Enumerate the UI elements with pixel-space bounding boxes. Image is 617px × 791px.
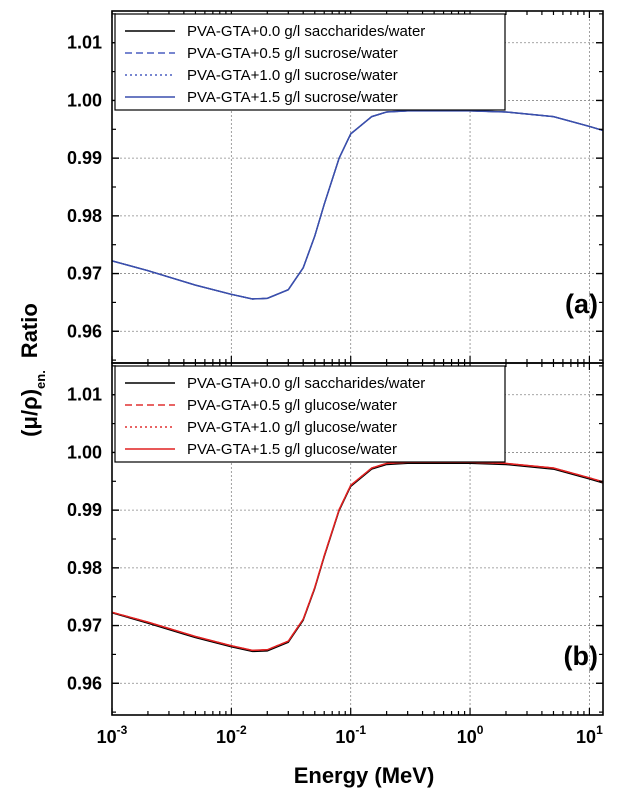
- y-tick-label: 1.01: [67, 385, 102, 405]
- legend-box: [114, 13, 506, 111]
- series-line-4: [111, 461, 604, 652]
- legend: PVA-GTA+0.0 g/l saccharides/water PVA-GTA…: [114, 13, 506, 111]
- y-tick-label: 1.01: [67, 33, 102, 53]
- panel-label: (b): [564, 641, 598, 671]
- legend-label: PVA-GTA+0.5 g/l glucose/water: [187, 397, 397, 414]
- x-tick-label: 10-3: [97, 723, 128, 747]
- series-line-1: [111, 462, 604, 653]
- grid: [112, 11, 603, 363]
- series-line-3: [111, 110, 604, 300]
- legend-label: PVA-GTA+0.0 g/l saccharides/water: [187, 23, 425, 40]
- x-tick-label: 100: [457, 723, 484, 747]
- x-tick-label: 10-2: [216, 723, 247, 747]
- y-tick-label: 0.99: [67, 500, 102, 520]
- series-line-2: [111, 110, 604, 300]
- y-tick-label: 0.97: [67, 616, 102, 636]
- y-tick-label: 1.00: [67, 442, 102, 462]
- legend: PVA-GTA+0.0 g/l saccharides/water PVA-GTA…: [114, 365, 506, 463]
- x-axis: 10-3 10-2 10-1 100 101: [97, 723, 603, 747]
- series-line-4: [111, 110, 604, 300]
- series-group: [111, 110, 604, 300]
- series-line-2: [111, 461, 604, 652]
- y-tick-label: 0.96: [67, 673, 102, 693]
- y-tick-label: 0.98: [67, 558, 102, 578]
- series-line-3: [111, 461, 604, 652]
- y-tick-label: 1.00: [67, 90, 102, 110]
- legend-label: PVA-GTA+1.0 g/l sucrose/water: [187, 67, 398, 84]
- y-tick-label: 0.99: [67, 148, 102, 168]
- y-axis-title-suffix: Ratio: [17, 303, 42, 358]
- legend-label: PVA-GTA+1.0 g/l glucose/water: [187, 419, 397, 436]
- panel-label: (a): [565, 289, 598, 319]
- y-tick-label: 0.98: [67, 206, 102, 226]
- series-line-1: [111, 110, 604, 300]
- y-axis-title: (μ/ρ)en. Ratio: [17, 303, 48, 437]
- svg-text:(μ/ρ)en.Ratio: (μ/ρ)en. Ratio: [17, 303, 48, 437]
- legend-label: PVA-GTA+1.5 g/l sucrose/water: [187, 89, 398, 106]
- y-ticks: 0.96 0.97 0.98 0.99 1.00 1.01: [67, 13, 603, 361]
- y-tick-label: 0.96: [67, 321, 102, 341]
- y-tick-label: 0.97: [67, 264, 102, 284]
- panel-b: 0.96 0.97 0.98 0.99 1.00 1.01 PVA-GTA+0.0 g/l …: [67, 362, 604, 716]
- y-axis-title-sub: en.: [33, 370, 48, 389]
- x-tick-label: 101: [576, 723, 603, 747]
- legend-label: PVA-GTA+0.5 g/l sucrose/water: [187, 45, 398, 62]
- legend-label: PVA-GTA+1.5 g/l glucose/water: [187, 441, 397, 458]
- legend-box: [114, 365, 506, 463]
- y-ticks: 0.96 0.97 0.98 0.99 1.00 1.01: [67, 365, 603, 713]
- panel-a: 0.96 0.97 0.98 0.99 1.00 1.01 PVA-GTA+0.0 g/l …: [67, 10, 604, 364]
- x-tick-label: 10-1: [335, 723, 366, 747]
- y-axis-title-main: (μ/ρ): [17, 389, 42, 437]
- series-group: [111, 461, 604, 653]
- legend-label: PVA-GTA+0.0 g/l saccharides/water: [187, 375, 425, 392]
- x-axis-title: Energy (MeV): [294, 763, 435, 788]
